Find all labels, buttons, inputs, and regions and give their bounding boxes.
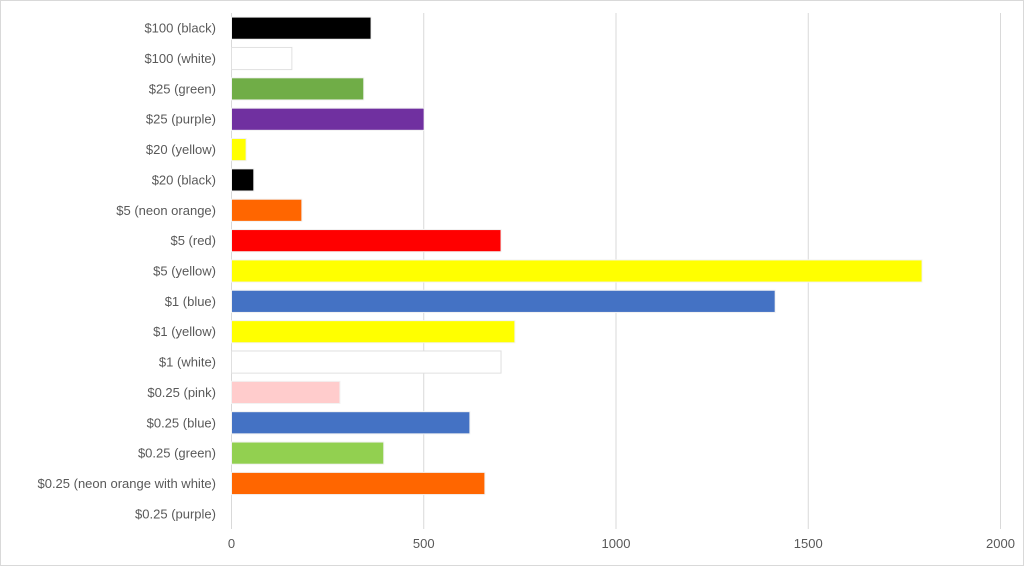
bar <box>231 77 365 101</box>
bar <box>231 198 303 222</box>
x-tick-label: 1500 <box>794 536 823 551</box>
bar <box>231 350 502 374</box>
bar <box>231 229 502 253</box>
x-tick-label: 2000 <box>986 536 1015 551</box>
category-label: $0.25 (purple) <box>135 506 216 521</box>
category-label: $0.25 (blue) <box>147 415 216 430</box>
category-label: $5 (yellow) <box>153 264 216 279</box>
bar <box>231 168 255 192</box>
bar <box>231 107 425 131</box>
category-label: $100 (black) <box>144 21 216 36</box>
category-label: $20 (black) <box>152 172 216 187</box>
category-label: $0.25 (pink) <box>147 385 216 400</box>
bar <box>231 320 516 344</box>
bar <box>231 289 776 313</box>
category-label: $25 (purple) <box>146 112 216 127</box>
category-label: $5 (neon orange) <box>116 203 216 218</box>
bar <box>231 441 385 465</box>
bar <box>231 16 372 40</box>
category-label: $5 (red) <box>170 233 216 248</box>
x-tick-label: 500 <box>413 536 435 551</box>
category-label: $0.25 (neon orange with white) <box>37 476 216 491</box>
category-label: $100 (white) <box>144 51 216 66</box>
bar <box>231 471 486 496</box>
category-label: $0.25 (green) <box>138 446 216 461</box>
bar <box>231 46 293 71</box>
category-label: $1 (white) <box>159 355 216 370</box>
category-label: $20 (yellow) <box>146 142 216 157</box>
category-label: $1 (blue) <box>165 294 216 309</box>
category-label: $1 (yellow) <box>153 324 216 339</box>
bar <box>231 259 923 283</box>
x-tick-label: 0 <box>228 536 235 551</box>
category-label: $25 (green) <box>149 81 216 96</box>
x-tick-label: 1000 <box>602 536 631 551</box>
bar <box>231 380 341 404</box>
bar <box>231 411 471 435</box>
bar <box>231 138 247 162</box>
